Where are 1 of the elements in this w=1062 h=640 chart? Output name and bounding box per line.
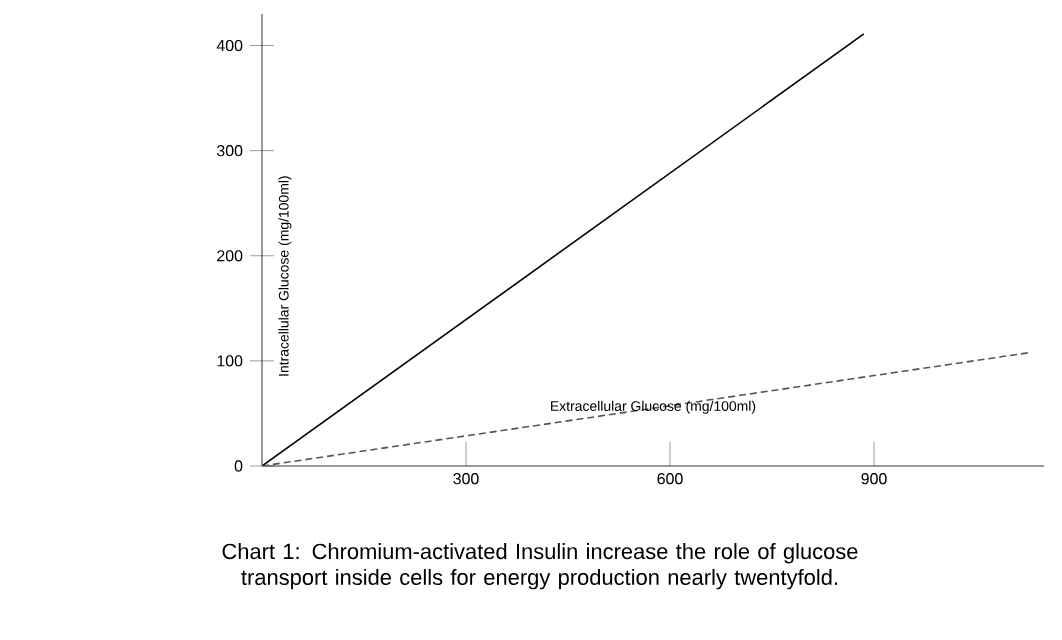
caption: Chart 1: Chromium-activated Insulin increase the role of glucose transport inside cells for energy production nearly twentyfold. (222, 543, 858, 590)
